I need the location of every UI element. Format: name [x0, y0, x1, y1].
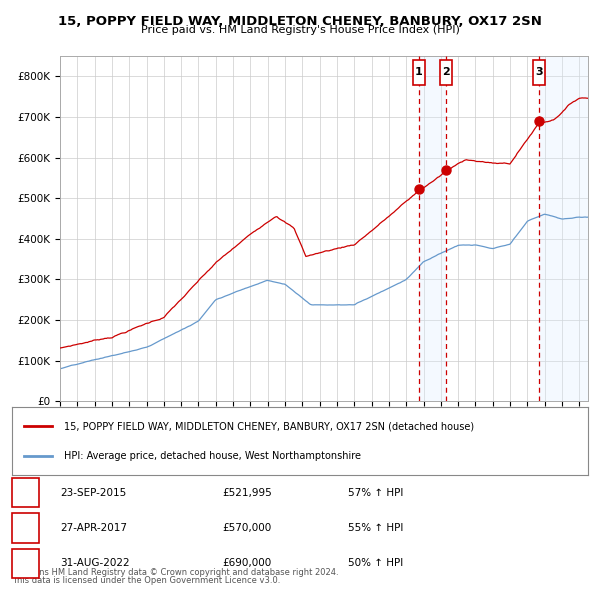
Text: Contains HM Land Registry data © Crown copyright and database right 2024.: Contains HM Land Registry data © Crown c… — [12, 568, 338, 577]
Text: £521,995: £521,995 — [222, 488, 272, 497]
Text: This data is licensed under the Open Government Licence v3.0.: This data is licensed under the Open Gov… — [12, 576, 280, 585]
Text: 15, POPPY FIELD WAY, MIDDLETON CHENEY, BANBURY, OX17 2SN: 15, POPPY FIELD WAY, MIDDLETON CHENEY, B… — [58, 15, 542, 28]
Bar — [539, 56, 588, 401]
Text: 3: 3 — [535, 67, 542, 77]
Text: 27-APR-2017: 27-APR-2017 — [60, 523, 127, 533]
Bar — [413, 60, 425, 86]
Text: 2: 2 — [443, 67, 450, 77]
Text: 15, POPPY FIELD WAY, MIDDLETON CHENEY, BANBURY, OX17 2SN (detached house): 15, POPPY FIELD WAY, MIDDLETON CHENEY, B… — [64, 421, 474, 431]
Text: 55% ↑ HPI: 55% ↑ HPI — [348, 523, 403, 533]
Text: 2: 2 — [22, 523, 29, 533]
Text: £690,000: £690,000 — [222, 559, 271, 568]
Text: 3: 3 — [22, 559, 29, 568]
Text: HPI: Average price, detached house, West Northamptonshire: HPI: Average price, detached house, West… — [64, 451, 361, 461]
Text: Price paid vs. HM Land Registry's House Price Index (HPI): Price paid vs. HM Land Registry's House … — [140, 25, 460, 35]
Bar — [533, 60, 545, 86]
Bar — [440, 60, 452, 86]
Bar — [419, 56, 446, 401]
Text: 31-AUG-2022: 31-AUG-2022 — [60, 559, 130, 568]
Text: 23-SEP-2015: 23-SEP-2015 — [60, 488, 126, 497]
Text: 50% ↑ HPI: 50% ↑ HPI — [348, 559, 403, 568]
Text: £570,000: £570,000 — [222, 523, 271, 533]
Text: 1: 1 — [415, 67, 423, 77]
Text: 1: 1 — [22, 488, 29, 497]
Text: 57% ↑ HPI: 57% ↑ HPI — [348, 488, 403, 497]
